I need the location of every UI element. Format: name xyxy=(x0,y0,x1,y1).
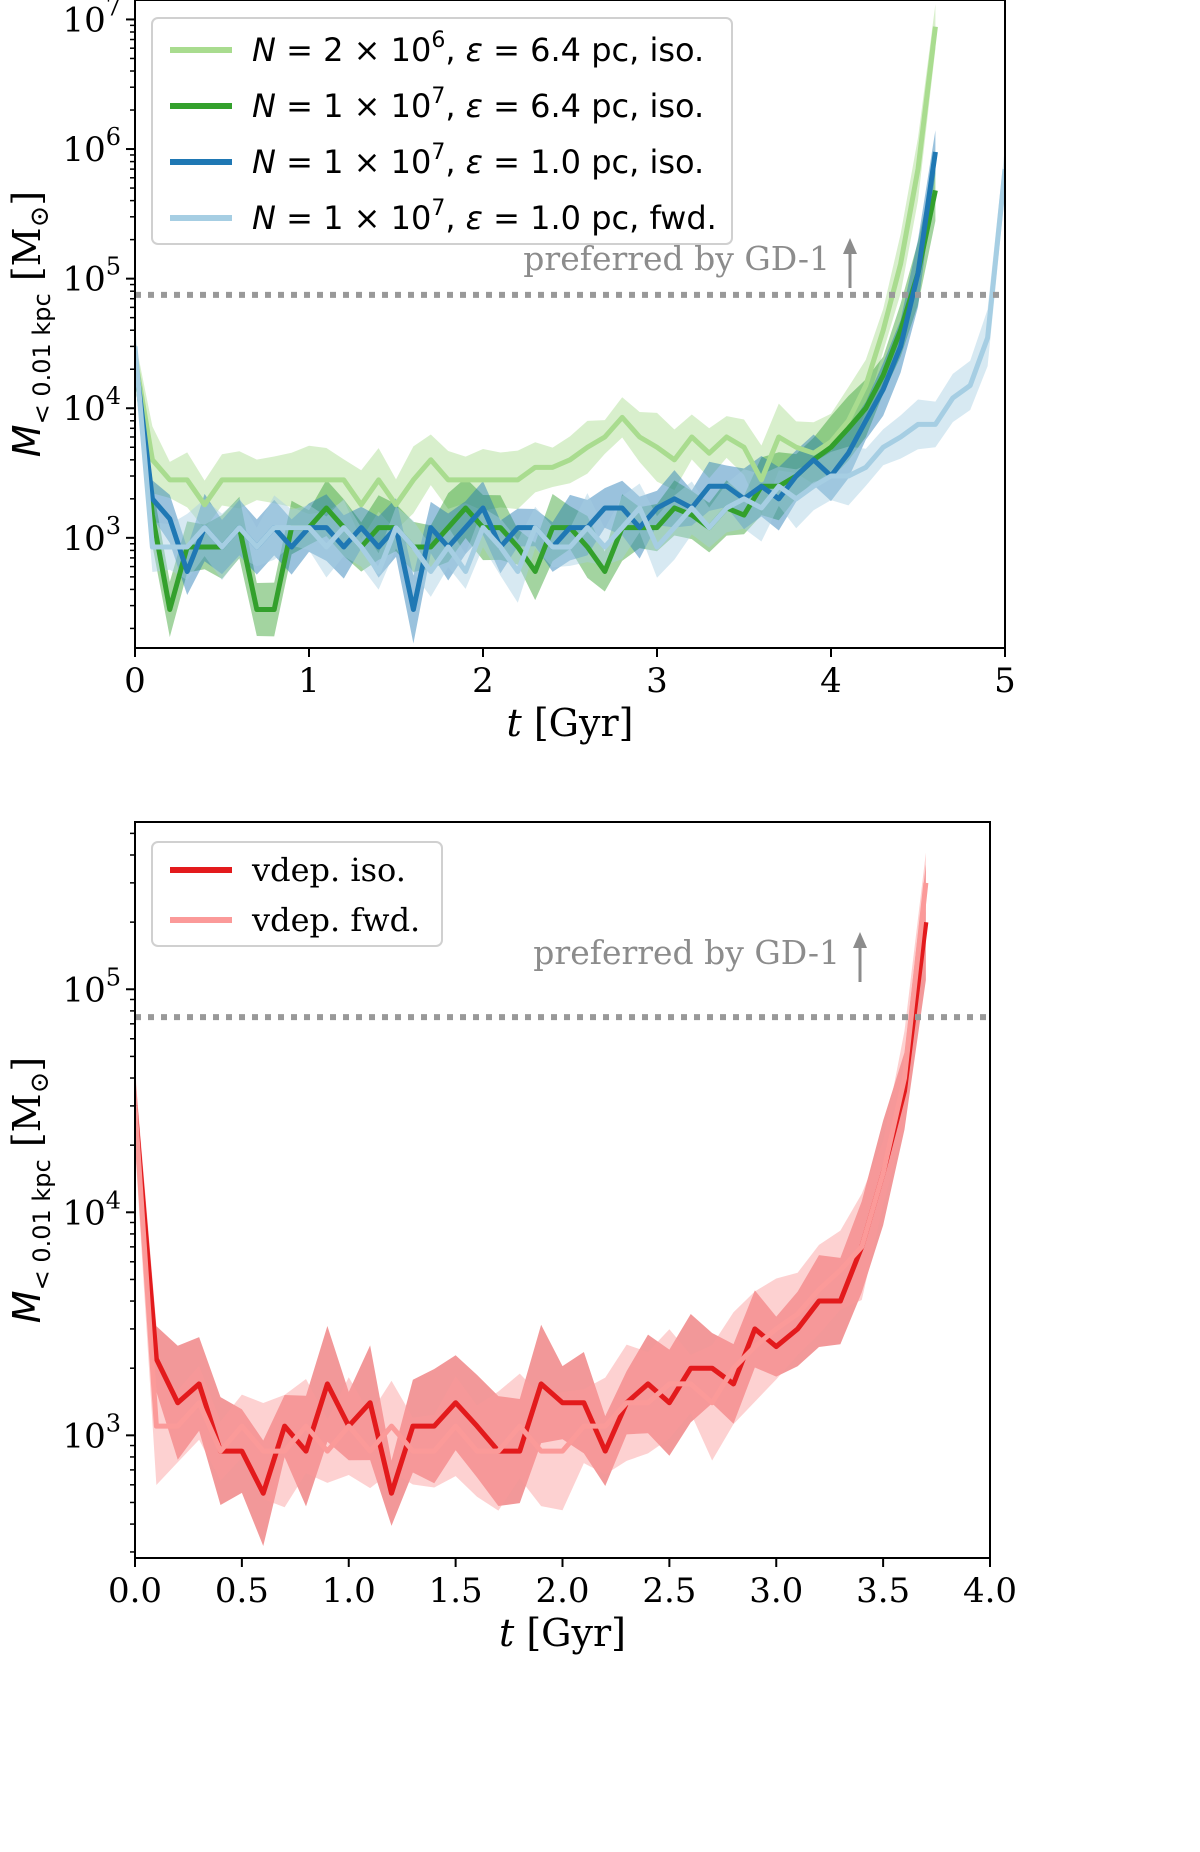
x-tick-label: 1 xyxy=(298,661,320,701)
x-tick-label: 2.5 xyxy=(642,1571,696,1611)
x-tick-label: 3.0 xyxy=(749,1571,803,1611)
y-axis-label: M< 0.01 kpc [M⊙] xyxy=(5,1057,56,1323)
x-axis-label: t [Gyr] xyxy=(507,701,634,745)
reference-label: preferred by GD-1 xyxy=(533,933,840,972)
x-tick-label: 2 xyxy=(472,661,494,701)
y-tick-label: 103 xyxy=(62,1409,121,1456)
x-tick-label: 0 xyxy=(124,661,146,701)
legend: vdep. iso. vdep. fwd. xyxy=(151,841,443,947)
x-axis-label: t [Gyr] xyxy=(499,1611,626,1655)
y-tick-label: 106 xyxy=(62,123,121,170)
legend-entry-0: vdep. iso. xyxy=(251,851,406,889)
legend-entry-1: vdep. fwd. xyxy=(251,901,420,939)
legend-entry-2: N = 1 × 107, ε = 1.0 pc, iso. xyxy=(252,140,704,181)
up-arrow-head-icon xyxy=(853,932,867,948)
x-tick-label: 4 xyxy=(820,661,842,701)
legend: N = 2 × 106, ε = 6.4 pc, iso. N = 1 × 107… xyxy=(151,17,733,245)
y-tick-label: 105 xyxy=(62,963,121,1010)
x-tick-label: 0.0 xyxy=(108,1571,162,1611)
plot-area xyxy=(135,4,1005,644)
up-arrow-head-icon xyxy=(843,238,857,254)
y-tick-label: 104 xyxy=(62,382,121,429)
series-band-1 xyxy=(135,852,926,1511)
legend-entry-0: N = 2 × 106, ε = 6.4 pc, iso. xyxy=(252,28,704,69)
x-tick-label: 0.5 xyxy=(215,1571,269,1611)
plot-area xyxy=(135,852,929,1546)
bottom-panel: preferred by GD-1 0.0 0.5 1.0 1.5 2.0 2.5 3.0 3.… xyxy=(5,821,1017,1655)
x-tick-label: 2.0 xyxy=(535,1571,589,1611)
legend-entry-3: N = 1 × 107, ε = 1.0 pc, fwd. xyxy=(252,196,717,237)
x-tick-label: 3 xyxy=(646,661,668,701)
series-line-0 xyxy=(135,921,929,1496)
axes-frame xyxy=(134,0,1006,649)
series-line-1 xyxy=(135,882,929,1454)
series-line-0 xyxy=(135,26,938,508)
legend-box xyxy=(151,17,733,245)
series-line-3 xyxy=(135,168,1005,574)
y-tick-label: 105 xyxy=(62,253,121,300)
x-tick-label: 1.5 xyxy=(429,1571,483,1611)
y-tick-label: 104 xyxy=(62,1186,121,1233)
y-tick-label: 103 xyxy=(62,512,121,559)
x-tick-label: 4.0 xyxy=(963,1571,1017,1611)
x-tick-label: 3.5 xyxy=(856,1571,910,1611)
x-tick-label: 1.0 xyxy=(322,1571,376,1611)
x-tick-label: 5 xyxy=(994,661,1016,701)
top-panel: preferred by GD-1 0 1 2 3 4 5 103 104 105 106 107 t … xyxy=(5,0,1016,745)
y-tick-label: 107 xyxy=(62,0,121,40)
reference-label: preferred by GD-1 xyxy=(523,239,830,278)
legend-entry-1: N = 1 × 107, ε = 6.4 pc, iso. xyxy=(252,84,704,125)
y-axis-label: M< 0.01 kpc [M⊙] xyxy=(5,191,56,457)
